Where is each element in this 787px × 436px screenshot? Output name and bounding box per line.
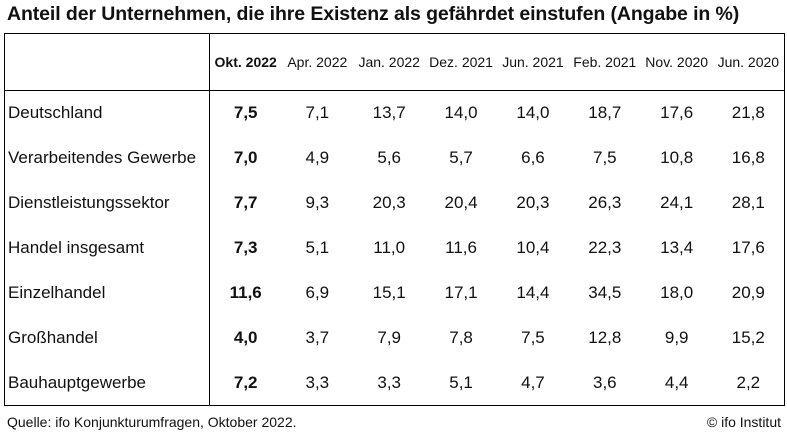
row-label: Verarbeitendes Gewerbe <box>4 135 210 181</box>
chart-title: Anteil der Unternehmen, die ihre Existen… <box>7 3 740 25</box>
table-cell: 34,5 <box>588 283 622 302</box>
source-note: Quelle: ifo Konjunkturumfragen, Oktober … <box>7 414 297 430</box>
table-row: Dienstleistungssektor 7,7 9,3 20,3 20,4 20,3 2… <box>4 180 785 226</box>
table-cell: 5,1 <box>425 360 497 406</box>
table-cell: 4,0 <box>209 315 282 361</box>
column-header: Jan. 2022 <box>353 33 426 91</box>
table-cell: 7,3 <box>209 225 282 271</box>
row-label: Dienstleistungssektor <box>4 180 210 226</box>
row-label: Großhandel <box>4 315 210 361</box>
column-header: Apr. 2022 <box>281 33 354 91</box>
table-cell: 4,7 <box>497 360 569 406</box>
row-label: Handel insgesamt <box>4 225 210 271</box>
table-cell: 4,4 <box>640 360 713 406</box>
header-corner <box>4 33 210 91</box>
table-cell: 6,9 <box>305 283 330 302</box>
table-cell: 11,6 <box>445 238 477 257</box>
table-cell: 14,0 <box>444 103 478 123</box>
table-body: Deutschland 7,5 7,1 13,7 14,0 14,0 18,7 17,6 21,… <box>4 90 785 406</box>
row-label: Einzelhandel <box>4 270 210 316</box>
table-cell: 7,7 <box>209 180 282 226</box>
table-cell: 5,7 <box>449 148 473 167</box>
table-row: Einzelhandel 11,6 6,9 15,1 17,1 14,4 34,5 18,0 2… <box>4 270 785 316</box>
table-cell: 20,3 <box>516 193 550 212</box>
table-cell: 10,4 <box>516 238 550 257</box>
table-cell: 7,0 <box>209 135 282 181</box>
table-cell: 13,7 <box>372 103 406 123</box>
table-cell: 20,9 <box>712 270 785 316</box>
column-header: Dez. 2021 <box>425 33 497 91</box>
column-header: Nov. 2020 <box>640 33 713 91</box>
table-cell: 3,7 <box>305 328 330 347</box>
table-row: Großhandel 4,0 3,7 7,9 7,8 7,5 12,8 9,9 15,2 <box>4 315 785 361</box>
table-cell: 9,3 <box>305 193 330 212</box>
table-cell: 7,2 <box>209 360 282 406</box>
table-cell: 17,6 <box>712 225 785 271</box>
table-row: Handel insgesamt 7,3 5,1 11,0 11,6 10,4 22,3 13… <box>4 225 785 271</box>
table-row: Verarbeitendes Gewerbe 7,0 4,9 5,6 5,7 6,6 7,5… <box>4 135 785 181</box>
row-label: Bauhauptgewerbe <box>4 360 210 406</box>
table-row: Deutschland 7,5 7,1 13,7 14,0 14,0 18,7 17,6 21,… <box>4 90 785 136</box>
table-cell: 11,0 <box>373 238 406 257</box>
column-header: Jun. 2020 <box>712 33 785 91</box>
table-cell: 3,3 <box>353 360 426 406</box>
table-cell: 9,9 <box>664 328 689 347</box>
table-cell: 20,4 <box>444 193 478 212</box>
table-cell: 21,8 <box>712 90 785 136</box>
copyright-note: © ifo Institut <box>706 414 781 430</box>
table-cell: 15,1 <box>372 283 406 302</box>
table-cell: 28,1 <box>712 180 785 226</box>
table-cell: 24,1 <box>660 193 694 212</box>
table-cell: 6,6 <box>521 148 545 167</box>
column-header: Jun. 2021 <box>497 33 569 91</box>
table-cell: 7,1 <box>305 103 330 123</box>
column-header: Okt. 2022 <box>209 33 282 91</box>
table-cell: 4,9 <box>305 148 330 167</box>
table-cell: 26,3 <box>588 193 622 212</box>
table-cell: 7,5 <box>592 148 617 167</box>
table-cell: 3,3 <box>281 360 354 406</box>
table-cell: 17,6 <box>660 103 694 123</box>
table-cell: 7,5 <box>521 328 545 347</box>
column-header: Feb. 2021 <box>568 33 641 91</box>
data-table: Okt. 2022 Apr. 2022 Jan. 2022 Dez. 2021 … <box>4 33 785 406</box>
table-cell: 18,7 <box>588 103 622 123</box>
table-cell: 14,4 <box>516 283 550 302</box>
table-cell: 18,0 <box>660 283 694 302</box>
table-row: Bauhauptgewerbe 7,2 3,3 3,3 5,1 4,7 3,6 4,4 2,2 <box>4 360 785 406</box>
table-cell: 12,8 <box>588 328 622 347</box>
table-cell: 3,6 <box>568 360 641 406</box>
table-cell: 5,6 <box>377 148 401 167</box>
table-cell: 10,8 <box>660 148 694 167</box>
table-cell: 17,1 <box>444 283 478 302</box>
table-cell: 22,3 <box>588 238 622 257</box>
table-cell: 15,2 <box>712 315 785 361</box>
table-cell: 11,6 <box>209 270 282 316</box>
table-cell: 2,2 <box>712 360 785 406</box>
table-cell: 7,8 <box>449 328 473 347</box>
row-label: Deutschland <box>4 90 210 136</box>
table-cell: 7,9 <box>377 328 401 347</box>
table-cell: 5,1 <box>305 238 330 257</box>
table-cell: 7,5 <box>209 90 282 136</box>
table-cell: 13,4 <box>660 238 694 257</box>
header-row: Okt. 2022 Apr. 2022 Jan. 2022 Dez. 2021 … <box>4 33 785 91</box>
table-cell: 20,3 <box>372 193 406 212</box>
table-cell: 16,8 <box>712 135 785 181</box>
table-cell: 14,0 <box>516 103 550 123</box>
